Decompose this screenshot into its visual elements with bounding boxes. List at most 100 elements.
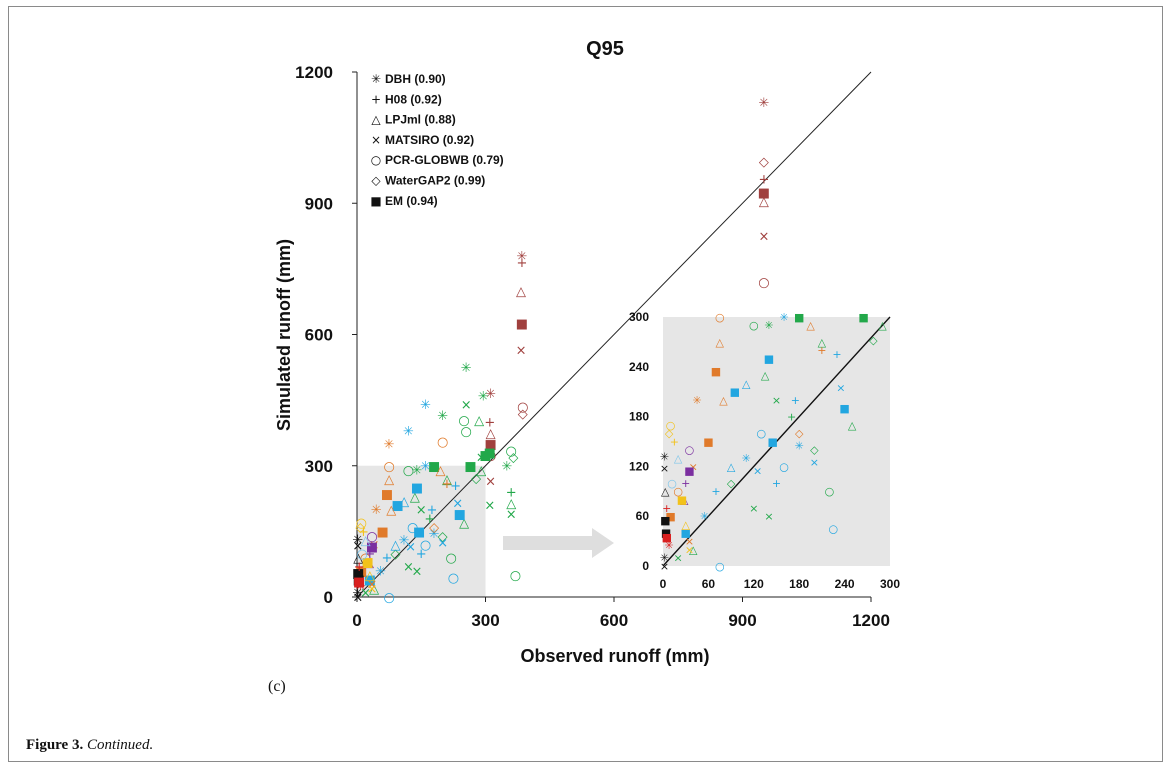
data-point: + [358,525,369,540]
inset-x-tick-label: 0 [660,577,667,591]
inset-data-point: ◇ [795,427,804,440]
inset-x-tick-labels: 0 60 120 180 240 300 [660,577,901,591]
data-point: + [364,547,375,562]
inset-data-point: × [772,394,781,407]
x-tick-label: 300 [471,611,499,630]
inset-data-point: ○ [685,444,695,457]
data-point: ○ [360,551,371,566]
inset-data-point: △ [719,394,728,407]
inset-data-point: ■ [661,527,671,540]
inset-data-point: × [660,462,669,475]
data-point: ■ [355,564,367,579]
data-point: ○ [356,516,367,531]
data-point: + [416,547,427,562]
inset-x-tick-label: 180 [789,577,809,591]
inset-data-point: △ [681,518,690,531]
chart-title: Q95 [586,38,624,60]
inset-data-point: ✳ [742,452,751,465]
data-point: △ [759,195,769,210]
data-point: ○ [366,529,377,544]
data-point: ✳ [412,464,423,479]
data-point: + [450,479,461,494]
data-point: ○ [403,464,414,479]
inset-data-point: × [749,502,758,515]
legend-marker: ✳ [371,72,381,86]
inset-data-point: △ [878,319,887,332]
data-point: × [369,538,380,553]
data-point: ■ [758,186,770,201]
inset-data-point: ■ [662,531,672,544]
legend-marker: ◇ [371,174,381,188]
inset-data-point: ■ [794,311,804,324]
data-point: × [484,499,495,514]
inset-y-tick-label: 60 [636,509,650,523]
data-point: ○ [407,521,418,536]
inset-data-point: ○ [667,477,677,490]
data-point: △ [399,494,409,509]
data-point: △ [384,472,394,487]
inset-data-point: ✳ [660,552,669,565]
inset-data-point: ✳ [779,311,788,324]
data-point: × [405,540,416,555]
data-point: × [476,451,487,466]
inset-data-point: × [764,510,773,523]
data-point: × [485,475,496,490]
caption-number: Figure 3. [26,737,84,753]
data-point: × [403,560,414,575]
data-point: ✳ [375,564,386,579]
data-point: △ [353,551,363,566]
data-point: ■ [362,556,374,571]
data-point: ✳ [758,96,769,111]
inset-data-point: × [836,381,845,394]
legend-marker: △ [371,113,381,127]
inset-data-point: ✳ [700,510,709,523]
data-point: ■ [392,499,404,514]
inset-data-point: + [817,344,826,357]
data-point: ✳ [437,409,448,424]
data-point: ○ [420,538,431,553]
zoom-arrow [503,528,614,558]
data-point: + [441,477,452,492]
panel-label: (c) [268,678,286,695]
data-point: ■ [366,540,378,555]
data-point: △ [442,472,452,487]
inset-data-point: △ [761,369,770,382]
inset-data-point: ■ [703,435,713,448]
y-axis-label: Simulated runoff (mm) [274,239,294,431]
inset-data-point: + [711,485,720,498]
data-point: ■ [364,573,376,588]
legend-label: WaterGAP2 (0.99) [385,174,485,188]
inset-data-point: ○ [673,485,683,498]
inset-y-tick-label: 300 [629,310,649,324]
data-point: ◇ [759,155,769,170]
data-point: ✳ [420,459,431,474]
data-point: ○ [485,448,496,463]
y-tick-label: 1200 [295,63,333,82]
inset-data-point: + [662,502,671,515]
inset-y-tick-label: 180 [629,410,649,424]
legend-label: MATSIRO (0.92) [385,133,474,147]
inset-data-point: ○ [666,419,676,432]
data-point: ■ [484,437,496,452]
inset-data-point: × [689,460,698,473]
inset-data-point: × [685,535,694,548]
inset-data-point: + [772,477,781,490]
inset-data-point: ■ [665,510,675,523]
legend-label: EM (0.94) [385,194,438,208]
inset-y-tick-label: 120 [629,459,649,473]
legend-marker: × [371,133,381,147]
x-tick-label: 0 [352,611,361,630]
inset-data-point: ○ [825,485,835,498]
data-point: ✳ [429,527,440,542]
x-tick-label: 1200 [852,611,890,630]
inset-data-point: △ [742,377,751,390]
legend-marker: + [371,92,381,106]
data-point: △ [476,464,486,479]
inset-points: △◇■△■✳○△×+◇○××△◇△×+■△■✳+○■✳×+○✳×○×■△+✳■○… [660,311,887,573]
data-point: ✳ [384,437,395,452]
inset-x-tick-label: 120 [744,577,764,591]
inset-data-point: ○ [749,319,759,332]
data-point: ■ [484,446,496,461]
inset-data-point: △ [674,452,683,465]
